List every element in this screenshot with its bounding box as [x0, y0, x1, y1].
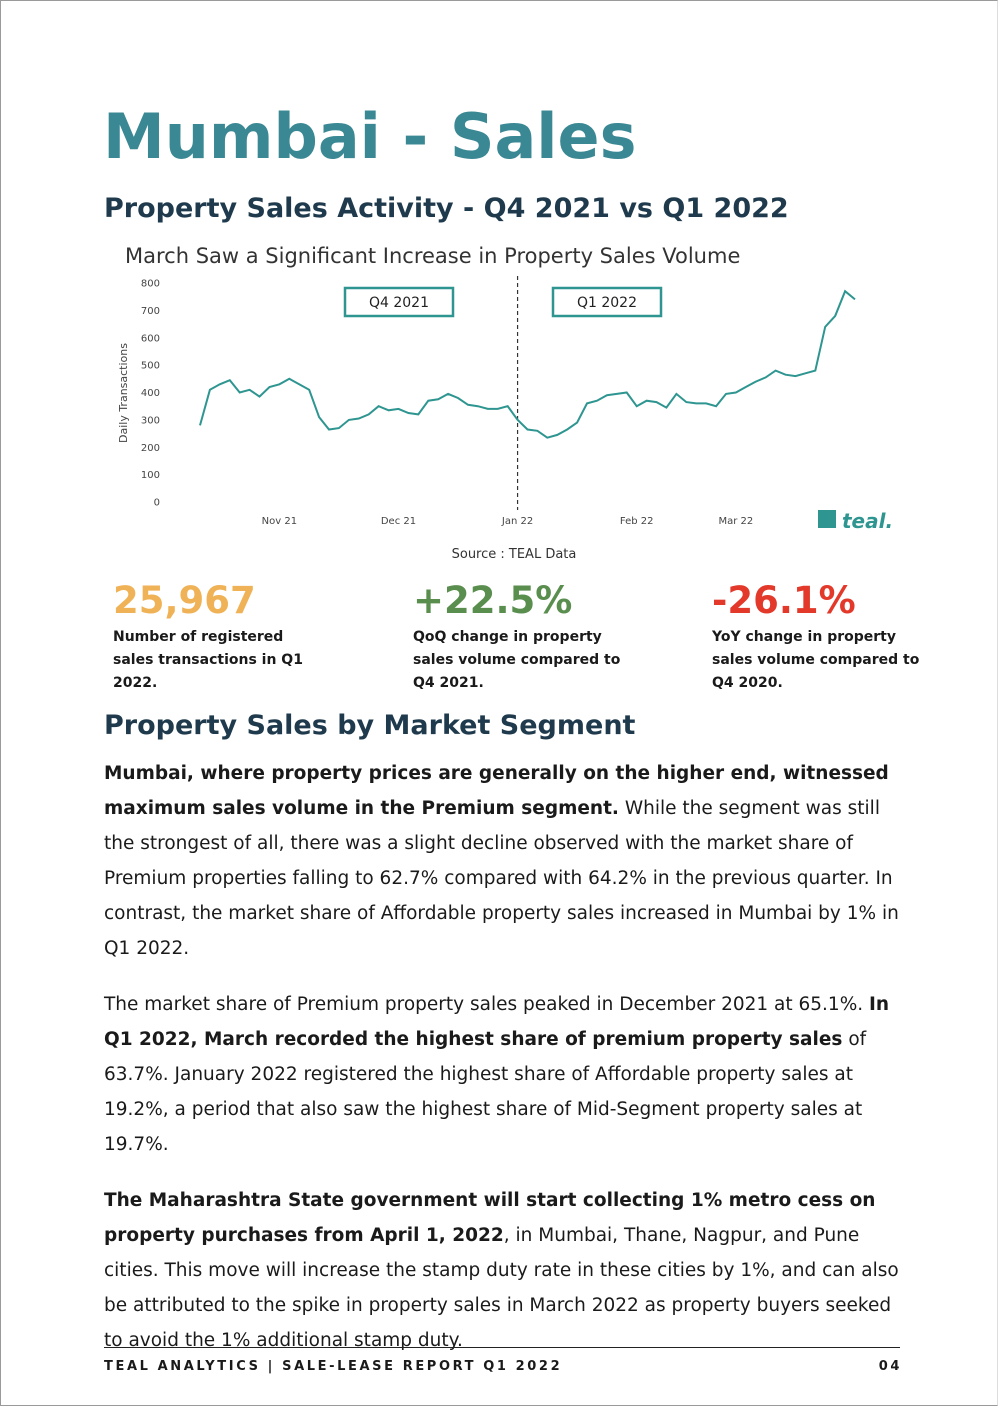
stat: -26.1% YoY change in property sales volum… [712, 578, 922, 695]
period-label: Q1 2022 [577, 295, 637, 311]
y-axis-label: Daily Transactions [117, 343, 130, 443]
y-tick-label: 0 [154, 498, 160, 509]
y-tick-label: 200 [141, 443, 160, 454]
stat: +22.5% QoQ change in property sales volum… [413, 578, 623, 695]
source-note: Source : TEAL Data [452, 547, 577, 562]
x-tick-label: Nov 21 [262, 516, 297, 527]
period-label: Q4 2021 [369, 295, 429, 311]
bold-text: In Q1 2022, March recorded the highest s… [104, 994, 890, 1050]
chart-title: March Saw a Significant Increase in Prop… [125, 244, 740, 268]
text: , in Mumbai, Thane, Nagpur, and Pune cit… [104, 1225, 899, 1351]
page-number: 04 [878, 1359, 902, 1374]
chart: March Saw a Significant Increase in Prop… [117, 244, 893, 562]
stat-description: QoQ change in property sales volume comp… [413, 629, 621, 691]
stat-description: Number of registered sales transactions … [113, 629, 303, 691]
stat: 25,967 Number of registered sales transac… [113, 578, 323, 695]
body-text: Mumbai, where property prices are genera… [104, 756, 904, 1379]
y-tick-label: 600 [141, 333, 160, 344]
footer-rule [104, 1347, 900, 1348]
paragraph: Mumbai, where property prices are genera… [104, 756, 904, 966]
period-label-box [551, 286, 663, 318]
x-tick-label: Feb 22 [620, 516, 654, 527]
x-tick-label: Jan 22 [501, 516, 533, 527]
y-tick-label: 700 [141, 306, 160, 317]
y-tick-label: 800 [141, 279, 160, 290]
y-tick-label: 400 [141, 388, 160, 399]
page-title: Mumbai - Sales [103, 100, 637, 173]
stat-value: -26.1% [712, 579, 856, 622]
stat-description: YoY change in property sales volume comp… [712, 629, 920, 691]
bold-text: The Maharashtra State government will st… [104, 1190, 876, 1246]
text: While the segment was still the stronges… [104, 798, 899, 959]
stat-value: 25,967 [113, 579, 256, 622]
series-line [199, 289, 856, 439]
section-heading: Property Sales by Market Segment [104, 710, 636, 741]
stat-value: +22.5% [413, 579, 573, 622]
y-tick-label: 300 [141, 415, 160, 426]
bold-text: Mumbai, where property prices are genera… [104, 763, 889, 819]
text: of 63.7%. January 2022 registered the hi… [104, 1029, 867, 1155]
x-tick-label: Mar 22 [719, 516, 754, 527]
logo: teal. [842, 509, 893, 533]
text: The market share of Premium property sal… [104, 994, 870, 1015]
paragraph: The Maharashtra State government will st… [104, 1183, 904, 1358]
logo-mark [818, 510, 836, 528]
footer-text: TEAL ANALYTICS | SALE-LEASE REPORT Q1 20… [104, 1359, 563, 1374]
section-heading: Property Sales Activity - Q4 2021 vs Q1 … [104, 193, 789, 224]
x-tick-label: Dec 21 [381, 516, 416, 527]
y-tick-label: 500 [141, 361, 160, 372]
y-tick-label: 100 [141, 470, 160, 481]
period-label-box [343, 286, 455, 318]
paragraph: The market share of Premium property sal… [104, 987, 904, 1162]
